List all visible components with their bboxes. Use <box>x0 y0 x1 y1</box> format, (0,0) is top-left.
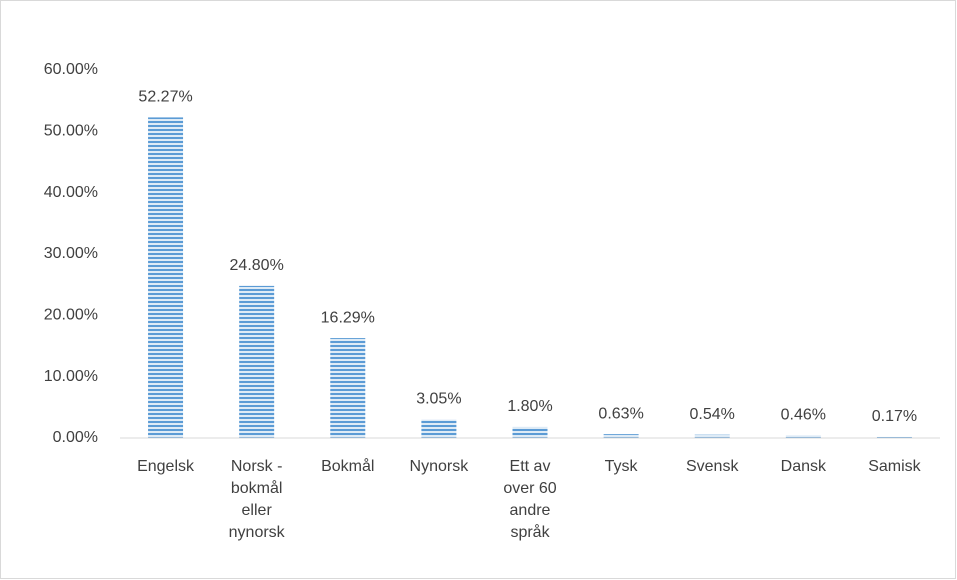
y-tick-label: 30.00% <box>44 245 98 262</box>
y-tick-label: 50.00% <box>44 123 98 140</box>
data-label: 24.80% <box>230 257 284 274</box>
bar <box>694 434 730 438</box>
bar <box>876 436 912 438</box>
y-tick-label: 60.00% <box>44 61 98 78</box>
y-tick-label: 10.00% <box>44 368 98 385</box>
bar <box>603 434 639 438</box>
bar <box>421 419 457 438</box>
x-tick-label: Nynorsk <box>409 458 469 475</box>
bar <box>330 338 366 438</box>
y-tick-label: 0.00% <box>53 429 98 446</box>
data-label: 1.80% <box>507 398 552 415</box>
x-tick-label: Tysk <box>604 458 638 475</box>
data-label: 0.63% <box>598 405 643 422</box>
bar <box>512 426 548 438</box>
data-label: 0.46% <box>781 406 826 423</box>
bar <box>785 435 821 438</box>
data-label: 3.05% <box>416 391 461 408</box>
x-tick-label: Bokmål <box>321 458 375 475</box>
y-tick-label: 20.00% <box>44 307 98 324</box>
data-label: 0.54% <box>690 406 735 423</box>
x-tick-label: Engelsk <box>137 458 194 475</box>
data-label: 52.27% <box>138 89 192 106</box>
bar <box>148 117 184 438</box>
x-tick-label: Svensk <box>685 458 739 475</box>
data-label: 0.17% <box>872 408 917 425</box>
x-tick-label: Ett av over 60 andre språk <box>503 458 557 541</box>
x-tick-label: Samisk <box>868 458 921 475</box>
x-tick-label: Dansk <box>780 458 826 475</box>
data-label: 16.29% <box>321 309 375 326</box>
y-tick-label: 40.00% <box>44 184 98 201</box>
x-tick-label: Norsk - bokmål eller nynorsk <box>228 458 285 541</box>
bar <box>239 285 275 438</box>
